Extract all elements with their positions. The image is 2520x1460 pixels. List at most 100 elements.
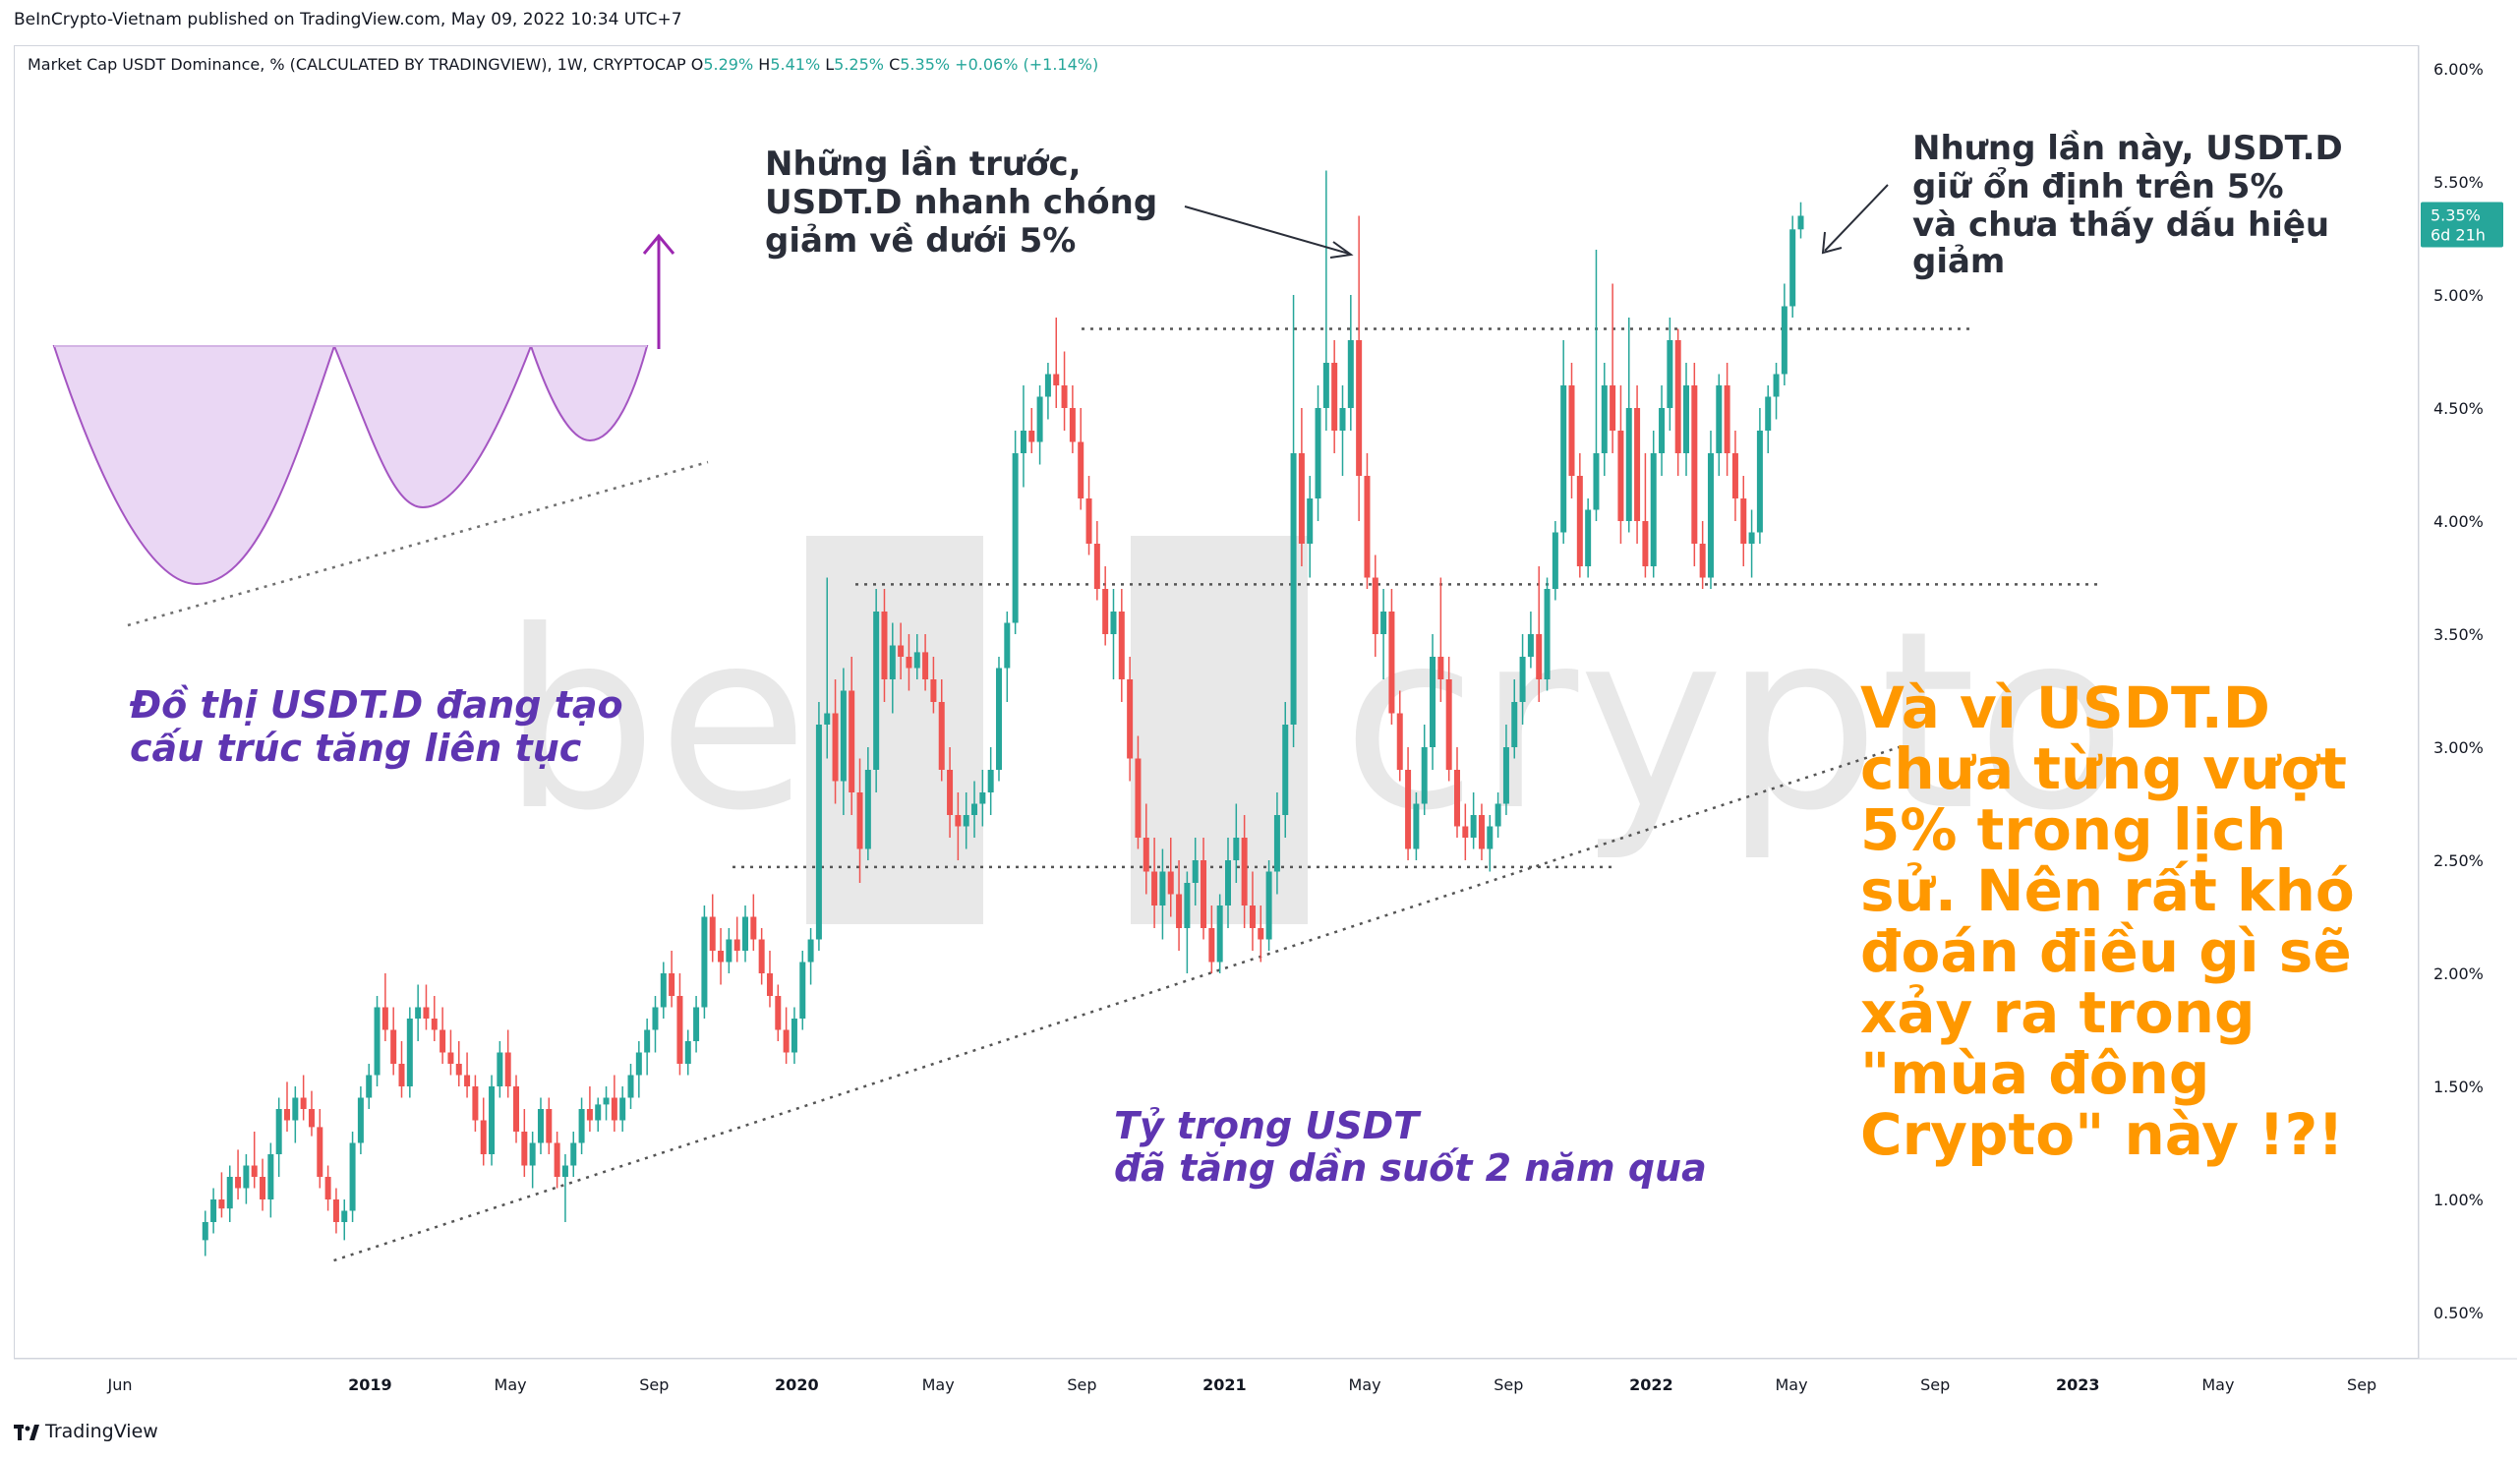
candle-body <box>1331 363 1338 431</box>
candle-body <box>1716 385 1723 453</box>
candle-body <box>1307 498 1314 544</box>
candle-body <box>635 1052 642 1076</box>
legend-close-label: C <box>889 55 901 74</box>
x-tick-label: Sep <box>2347 1375 2376 1394</box>
candle-body <box>1502 747 1509 804</box>
tradingview-logo-icon <box>14 1424 39 1440</box>
y-tick-label: 1.00% <box>2433 1191 2484 1209</box>
candle-body <box>561 1165 568 1177</box>
cup-trendline <box>127 460 709 627</box>
anno-structure-line-2: cấu trúc tăng liên tục <box>130 727 582 770</box>
y-tick-label: 1.50% <box>2433 1078 2484 1096</box>
cup-shape-2 <box>332 345 533 509</box>
candle-body <box>1699 544 1706 578</box>
last-price-tag[interactable]: 5.35% 6d 21h <box>2421 202 2503 248</box>
candle-body <box>308 1109 315 1128</box>
candle-body <box>455 1064 462 1076</box>
candle-body <box>873 612 880 770</box>
candle-body <box>938 702 945 770</box>
candle-body <box>840 690 847 782</box>
candle-body <box>1634 408 1641 521</box>
candle-body <box>440 1029 446 1053</box>
x-tick-label: 2023 <box>2056 1375 2100 1394</box>
y-tick-label: 4.00% <box>2433 512 2484 531</box>
candle-body <box>381 1007 388 1030</box>
cup-pattern-drawing[interactable] <box>52 233 709 627</box>
candle-body <box>906 657 912 669</box>
annotation-orange[interactable]: Và vì USDT.D chưa từng vượt 5% trong lịc… <box>1860 674 2355 1168</box>
candle-body <box>1135 758 1142 838</box>
arrow-now-line <box>1824 184 1889 252</box>
candle-body <box>889 645 896 679</box>
time-axis[interactable]: Jun 2019 May Sep 2020 May Sep 2021 May Sep 2022 May… <box>107 1375 2377 1394</box>
candle-body <box>1258 928 1264 940</box>
candle-body <box>595 1104 602 1121</box>
anno-prev-line-1: Những lần trước, <box>765 145 1082 184</box>
candle-body <box>1593 453 1600 510</box>
candle-body <box>1462 826 1469 838</box>
x-tick-label: May <box>2201 1375 2234 1394</box>
candle-body <box>1650 453 1657 566</box>
cup-shape-1 <box>52 345 336 586</box>
candle-body <box>1683 385 1690 453</box>
candle-body <box>1282 725 1289 815</box>
candle-body <box>758 939 765 973</box>
candle-body <box>398 1064 405 1086</box>
horizontal-levels[interactable] <box>733 327 2099 869</box>
legend-low-label: L <box>825 55 835 74</box>
candle-body <box>864 770 871 849</box>
legend-open: 5.29% <box>703 55 754 74</box>
annotation-previous[interactable]: Những lần trước, USDT.D nhanh chóng giảm… <box>765 145 1157 261</box>
candle-body <box>1356 340 1363 476</box>
candle-body <box>1470 815 1477 838</box>
candle-body <box>349 1142 356 1211</box>
candle-body <box>1012 453 1019 623</box>
anno-orange-line-8: Crypto" này !?! <box>1860 1101 2344 1168</box>
candle-body <box>1322 363 1329 408</box>
legend-high-label: H <box>758 55 771 74</box>
candle-body <box>1445 679 1452 770</box>
support-trendline[interactable] <box>333 745 1900 1262</box>
candle-body <box>1421 747 1428 804</box>
candle-body <box>1585 509 1592 566</box>
annotation-now[interactable]: Nhưng lần này, USDT.D giữ ổn định trên 5… <box>1912 129 2343 281</box>
candle-body <box>423 1007 430 1019</box>
candle-body <box>726 939 733 963</box>
anno-orange-line-5: đoán điều gì sẽ <box>1860 918 2352 985</box>
candle-body <box>979 792 986 804</box>
anno-orange-line-2: chưa từng vượt <box>1860 735 2347 802</box>
candle-body <box>447 1052 454 1064</box>
candle-body <box>586 1109 593 1121</box>
y-tick-label: 5.50% <box>2433 173 2484 192</box>
candle-body <box>1667 340 1673 408</box>
candle-body <box>1552 532 1558 589</box>
candle-body <box>824 713 831 725</box>
candle-body <box>1797 215 1804 230</box>
x-tick-label: May <box>495 1375 527 1394</box>
legend-open-label: O <box>690 55 704 74</box>
candle-body <box>300 1097 307 1109</box>
candles[interactable] <box>202 170 1804 1256</box>
candle-body <box>693 1007 700 1041</box>
candle-body <box>1339 408 1346 431</box>
candle-body <box>504 1052 511 1086</box>
candle-body <box>1494 803 1501 827</box>
candle-body <box>644 1029 651 1053</box>
candle-body <box>415 1007 422 1019</box>
x-tick-label: May <box>922 1375 955 1394</box>
price-axis[interactable]: 6.00% 5.50% 5.00% 4.50% 4.00% 3.50% 3.00% 2.50%… <box>2433 60 2484 1322</box>
candle-body <box>709 916 716 951</box>
candle-body <box>1249 905 1256 928</box>
candle-body <box>472 1086 479 1121</box>
candle-body <box>529 1142 536 1166</box>
legend-symbol: Market Cap USDT Dominance, % (CALCULATED… <box>28 55 686 74</box>
candle-body <box>766 973 773 996</box>
anno-orange-line-1: Và vì USDT.D <box>1860 674 2270 741</box>
x-tick-label: Jun <box>107 1375 133 1394</box>
arrow-now-head-icon <box>1821 231 1843 255</box>
breakout-arrow-icon <box>642 233 675 255</box>
tradingview-footer[interactable]: TradingView <box>14 1421 158 1442</box>
annotation-share[interactable]: Tỷ trọng USDT đã tăng dần suốt 2 năm qua <box>1114 1104 1707 1190</box>
annotation-structure[interactable]: Đồ thị USDT.D đang tạo cấu trúc tăng liê… <box>129 683 623 770</box>
